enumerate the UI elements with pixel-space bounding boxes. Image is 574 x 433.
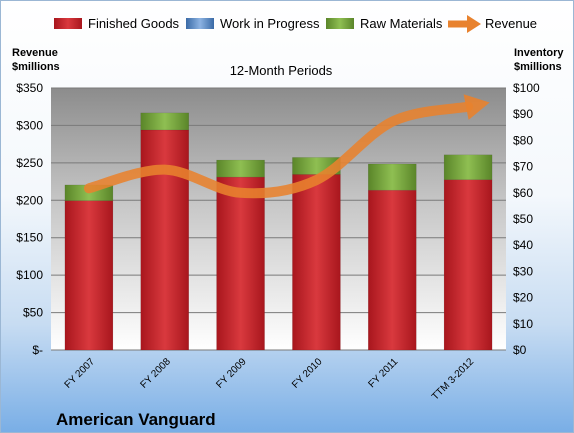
left-tick-label: $200 [16,193,43,207]
category-label: FY 2010 [290,356,325,391]
category-label: FY 2007 [63,356,98,391]
category-label: FY 2008 [138,356,173,391]
left-axis-title-line2: $millions [12,61,60,73]
plot-area [51,88,506,350]
left-tick-label: $350 [16,81,43,95]
right-tick-label: $100 [513,81,540,95]
left-tick-label: $150 [16,231,43,245]
legend-label-revenue: Revenue [485,16,537,31]
company-name: American Vanguard [56,410,216,429]
legend-swatch-revenue [448,15,481,33]
right-tick-label: $30 [513,264,533,278]
revenue-line-arrowhead [463,94,490,120]
right-tick-label: $0 [513,343,527,357]
left-tick-label: $100 [16,268,43,282]
right-axis-ticks: $0 $10 $20 $30 $40 $50 $60 $70 $80 $90 $100 [513,81,540,357]
revenue-line [83,94,490,199]
bar-finished-goods [443,179,493,351]
bar-raw-materials [443,154,493,180]
left-tick-label: $250 [16,156,43,170]
legend: Finished Goods Work in Progress Raw Mate… [54,15,537,33]
left-axis-ticks: $- $50 $100 $150 $200 $250 $300 $350 [16,81,43,357]
right-tick-label: $10 [513,317,533,331]
right-axis-title-line1: Inventory [514,47,564,59]
bar-finished-goods [64,200,114,351]
legend-label-raw-materials: Raw Materials [360,16,443,31]
bar-raw-materials [140,112,189,131]
right-tick-label: $40 [513,238,533,252]
chart-title: 12-Month Periods [230,63,333,78]
left-tick-label: $300 [16,118,43,132]
category-label: TTM 3-2012 [430,356,477,403]
left-tick-label: $- [32,343,43,357]
category-labels: FY 2007 FY 2008 FY 2009 FY 2010 FY 2011 TTM 3… [63,356,477,403]
bar-finished-goods [368,189,417,351]
bar-raw-materials [368,163,417,191]
legend-swatch-raw-materials [326,18,354,29]
bar-raw-materials [216,159,265,178]
right-axis-title-line2: $millions [514,61,562,73]
gridlines [51,87,506,351]
bar-finished-goods [140,129,189,351]
left-tick-label: $50 [23,306,43,320]
legend-label-work-in-progress: Work in Progress [220,16,320,31]
legend-swatch-work-in-progress [186,18,214,29]
bar-finished-goods [292,174,341,351]
bar-finished-goods [216,176,265,351]
legend-label-finished-goods: Finished Goods [88,16,180,31]
right-tick-label: $90 [513,107,533,121]
revenue-line-path [83,101,474,199]
right-tick-label: $20 [513,291,533,305]
category-label: FY 2009 [214,356,249,391]
right-tick-label: $60 [513,186,533,200]
left-axis-title-line1: Revenue [12,47,58,59]
right-tick-label: $50 [513,212,533,226]
right-tick-label: $70 [513,160,533,174]
category-label: FY 2011 [367,356,401,390]
legend-swatch-finished-goods [54,18,82,29]
right-tick-label: $80 [513,133,533,147]
